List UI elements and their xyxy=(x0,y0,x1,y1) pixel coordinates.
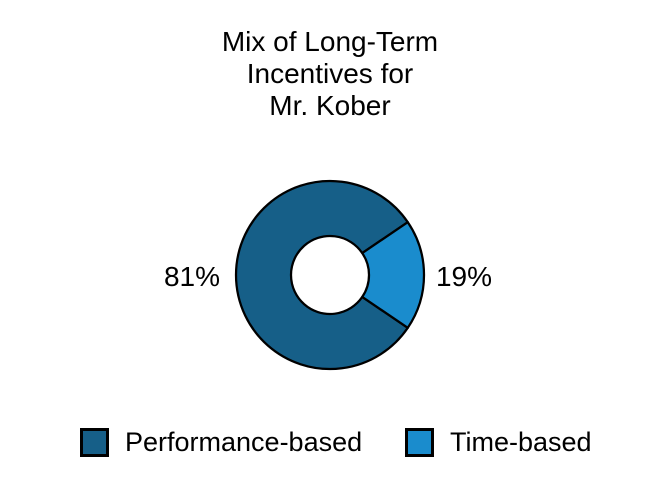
slice-label-performance-based: 81% xyxy=(163,261,221,292)
chart-title-line-2: Incentives for xyxy=(246,58,414,89)
chart-title: Mix of Long-Term Incentives for Mr. Kobe… xyxy=(0,26,660,122)
chart-title-line-1: Mix of Long-Term xyxy=(221,26,439,57)
legend-swatch-time-based xyxy=(405,427,434,457)
legend-item-time-based: Time-based xyxy=(405,427,592,457)
legend-swatch-performance-based xyxy=(80,427,109,457)
pie-slice-time-based xyxy=(361,221,426,329)
pie-slice-performance-based xyxy=(234,179,409,371)
legend-label-time-based: Time-based xyxy=(450,426,592,457)
legend-label-performance-based: Performance-based xyxy=(125,426,363,457)
chart-title-line-3: Mr. Kober xyxy=(269,90,391,121)
slice-label-time-based: 19% xyxy=(435,261,493,292)
legend-item-performance-based: Performance-based xyxy=(80,427,362,457)
